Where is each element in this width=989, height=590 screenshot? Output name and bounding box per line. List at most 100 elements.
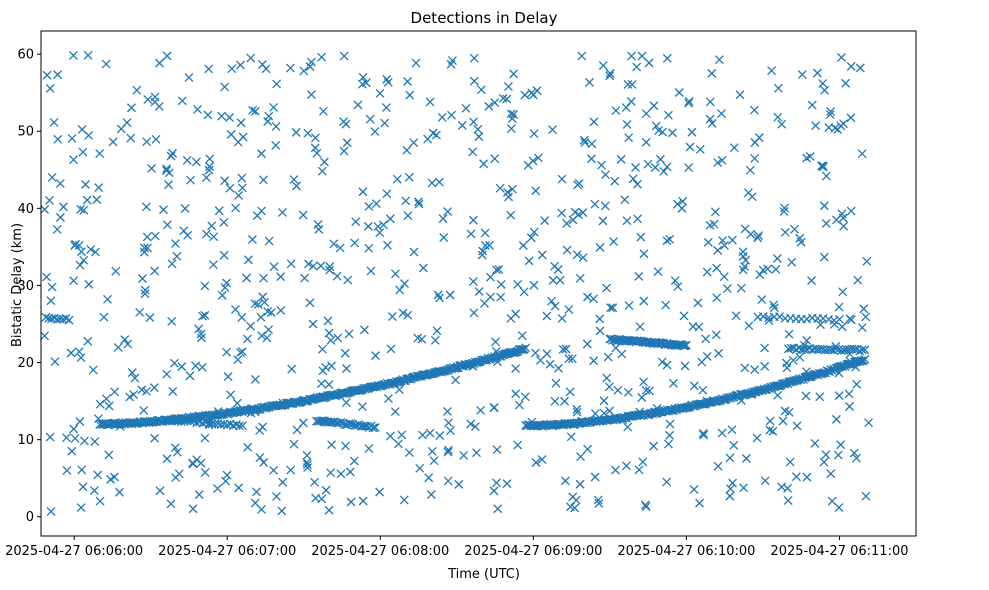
data-point xyxy=(130,373,140,383)
data-point xyxy=(55,212,65,222)
data-point xyxy=(364,243,374,253)
data-point xyxy=(125,392,135,402)
data-point xyxy=(162,220,172,230)
data-point xyxy=(207,221,217,231)
data-point xyxy=(425,428,435,438)
data-point xyxy=(432,326,442,336)
data-point xyxy=(622,216,632,226)
data-point xyxy=(83,336,93,346)
data-point xyxy=(815,392,825,402)
data-point xyxy=(650,163,660,172)
data-point xyxy=(550,261,560,271)
data-point xyxy=(40,205,50,214)
data-point xyxy=(695,144,705,154)
data-point xyxy=(204,64,214,74)
data-point xyxy=(695,498,705,508)
data-point xyxy=(177,362,187,372)
data-point xyxy=(183,230,193,240)
data-point xyxy=(382,189,392,199)
data-point xyxy=(580,137,590,147)
data-point xyxy=(101,394,111,404)
data-point xyxy=(292,425,302,435)
data-point xyxy=(526,233,536,243)
data-point xyxy=(477,250,487,260)
data-point xyxy=(443,447,453,457)
data-point xyxy=(860,345,870,355)
data-point xyxy=(310,133,320,143)
data-point xyxy=(99,312,109,322)
data-point xyxy=(785,457,795,467)
data-point xyxy=(276,272,286,282)
data-point xyxy=(132,85,142,95)
data-point xyxy=(271,122,281,131)
data-point xyxy=(209,232,219,242)
data-point xyxy=(750,138,760,147)
data-point xyxy=(780,227,790,237)
data-point xyxy=(168,148,178,158)
data-point xyxy=(773,83,783,93)
data-point xyxy=(409,247,419,257)
data-point xyxy=(324,328,334,338)
data-point xyxy=(225,113,234,122)
data-point xyxy=(300,273,310,283)
data-point xyxy=(731,311,741,321)
data-point xyxy=(531,186,541,196)
data-point xyxy=(750,153,760,163)
data-point xyxy=(302,460,312,470)
data-point xyxy=(370,423,380,432)
data-point xyxy=(75,417,85,426)
data-point xyxy=(469,308,479,318)
data-point xyxy=(560,396,569,406)
data-point xyxy=(79,436,89,446)
data-point xyxy=(760,361,770,371)
data-point xyxy=(326,468,336,478)
data-point xyxy=(584,77,594,87)
data-point xyxy=(624,133,634,143)
data-point xyxy=(247,235,257,244)
data-point xyxy=(679,311,689,321)
data-point xyxy=(821,171,831,181)
data-point xyxy=(777,119,787,129)
data-point xyxy=(162,166,171,175)
data-point xyxy=(599,396,609,406)
data-point xyxy=(403,310,413,320)
data-point xyxy=(403,77,412,86)
data-point xyxy=(707,118,717,128)
data-point xyxy=(305,62,315,72)
data-point xyxy=(253,299,263,309)
data-point xyxy=(802,336,812,345)
data-point xyxy=(139,247,149,257)
data-point xyxy=(237,173,247,183)
data-point xyxy=(392,174,402,184)
data-point xyxy=(200,467,210,477)
data-point xyxy=(705,114,715,124)
data-point xyxy=(836,440,846,450)
data-point xyxy=(208,260,218,270)
data-point xyxy=(285,63,295,73)
data-point xyxy=(257,60,267,69)
data-point xyxy=(184,73,194,83)
data-point xyxy=(257,206,267,216)
data-point xyxy=(679,341,689,351)
data-point xyxy=(79,205,89,215)
data-point xyxy=(550,396,560,406)
data-point xyxy=(520,90,530,100)
data-point xyxy=(662,236,672,246)
data-point xyxy=(717,155,727,165)
data-point xyxy=(799,341,809,350)
data-point xyxy=(633,214,643,224)
data-point xyxy=(40,331,50,341)
data-point xyxy=(557,208,567,218)
data-point xyxy=(754,231,764,241)
data-point xyxy=(717,109,726,118)
data-point xyxy=(339,51,349,61)
data-point xyxy=(58,202,68,212)
data-point xyxy=(127,368,137,378)
data-point xyxy=(819,252,829,262)
data-point xyxy=(304,259,314,269)
data-point xyxy=(844,389,854,399)
data-point xyxy=(768,426,778,436)
data-point xyxy=(76,247,86,257)
data-point xyxy=(739,483,749,493)
data-point xyxy=(318,106,328,116)
